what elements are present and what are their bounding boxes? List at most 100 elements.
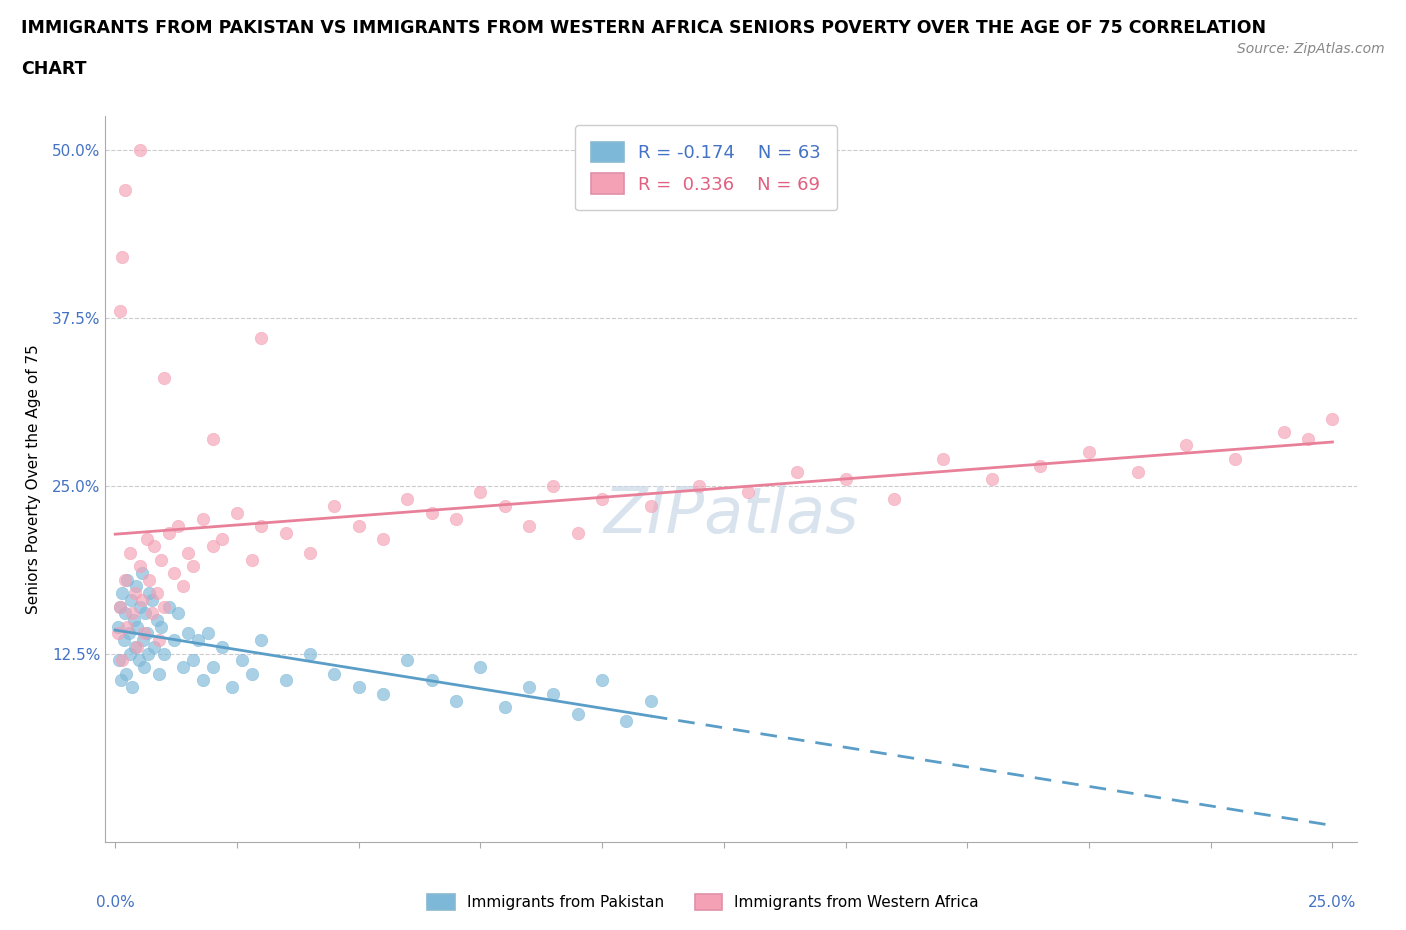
Point — [347, 680, 370, 695]
Point — [1029, 458, 1052, 473]
Point — [131, 592, 153, 607]
Point — [122, 613, 145, 628]
Point — [134, 605, 156, 620]
Point — [114, 182, 136, 197]
Point — [121, 605, 143, 620]
Point — [134, 626, 156, 641]
Point — [162, 632, 184, 647]
Point — [1272, 424, 1295, 439]
Point — [117, 619, 139, 634]
Point — [108, 599, 131, 614]
Point — [135, 626, 157, 641]
Point — [108, 303, 131, 318]
Y-axis label: Seniors Poverty Over the Age of 75: Seniors Poverty Over the Age of 75 — [25, 344, 41, 614]
Point — [834, 472, 856, 486]
Point — [240, 552, 263, 567]
Point — [145, 586, 167, 601]
Point — [114, 605, 136, 620]
Text: Source: ZipAtlas.com: Source: ZipAtlas.com — [1237, 42, 1385, 56]
Point — [111, 653, 134, 668]
Point — [143, 538, 166, 553]
Point — [150, 552, 173, 567]
Point — [153, 646, 176, 661]
Point — [201, 659, 224, 674]
Point — [167, 519, 190, 534]
Text: CHART: CHART — [21, 60, 87, 78]
Point — [591, 492, 613, 507]
Point — [138, 572, 160, 587]
Point — [181, 559, 204, 574]
Point — [201, 432, 224, 446]
Point — [1296, 432, 1319, 446]
Point — [112, 632, 135, 647]
Text: IMMIGRANTS FROM PAKISTAN VS IMMIGRANTS FROM WESTERN AFRICA SENIORS POVERTY OVER : IMMIGRANTS FROM PAKISTAN VS IMMIGRANTS F… — [21, 19, 1267, 36]
Point — [121, 680, 143, 695]
Point — [221, 680, 243, 695]
Point — [616, 713, 638, 728]
Point — [132, 632, 155, 647]
Point — [201, 538, 224, 553]
Point — [396, 492, 419, 507]
Point — [347, 519, 370, 534]
Point — [127, 619, 149, 634]
Point — [120, 592, 142, 607]
Point — [980, 472, 1002, 486]
Point — [494, 498, 516, 513]
Point — [167, 605, 190, 620]
Point — [127, 640, 149, 655]
Point — [1126, 465, 1149, 480]
Point — [371, 686, 394, 701]
Point — [1223, 451, 1246, 466]
Point — [494, 700, 516, 715]
Point — [250, 330, 273, 345]
Point — [543, 478, 565, 493]
Point — [323, 498, 346, 513]
Point — [153, 599, 176, 614]
Point — [1322, 411, 1344, 426]
Point — [932, 451, 955, 466]
Point — [274, 673, 297, 688]
Point — [274, 525, 297, 540]
Point — [567, 525, 589, 540]
Point — [145, 613, 167, 628]
Point — [737, 485, 759, 499]
Point — [181, 653, 204, 668]
Point — [298, 646, 321, 661]
Point — [118, 646, 141, 661]
Point — [444, 512, 467, 526]
Point — [124, 640, 146, 655]
Point — [118, 626, 141, 641]
Point — [135, 532, 157, 547]
Point — [298, 545, 321, 560]
Point — [688, 478, 710, 493]
Point — [131, 565, 153, 580]
Point — [148, 666, 170, 681]
Point — [128, 559, 150, 574]
Point — [543, 686, 565, 701]
Point — [211, 640, 233, 655]
Point — [124, 579, 146, 594]
Point — [883, 492, 905, 507]
Point — [396, 653, 419, 668]
Text: 0.0%: 0.0% — [96, 896, 135, 910]
Point — [591, 673, 613, 688]
Legend: Immigrants from Pakistan, Immigrants from Western Africa: Immigrants from Pakistan, Immigrants fro… — [419, 886, 987, 918]
Point — [177, 545, 200, 560]
Point — [640, 498, 662, 513]
Point — [128, 142, 150, 157]
Point — [197, 626, 219, 641]
Point — [1078, 445, 1101, 459]
Point — [114, 572, 136, 587]
Point — [371, 532, 394, 547]
Point — [153, 371, 176, 386]
Point — [191, 673, 214, 688]
Point — [110, 673, 132, 688]
Point — [128, 599, 150, 614]
Point — [786, 465, 808, 480]
Point — [1175, 438, 1198, 453]
Point — [172, 659, 194, 674]
Point — [517, 680, 540, 695]
Point — [117, 572, 139, 587]
Point — [470, 659, 492, 674]
Point — [115, 666, 138, 681]
